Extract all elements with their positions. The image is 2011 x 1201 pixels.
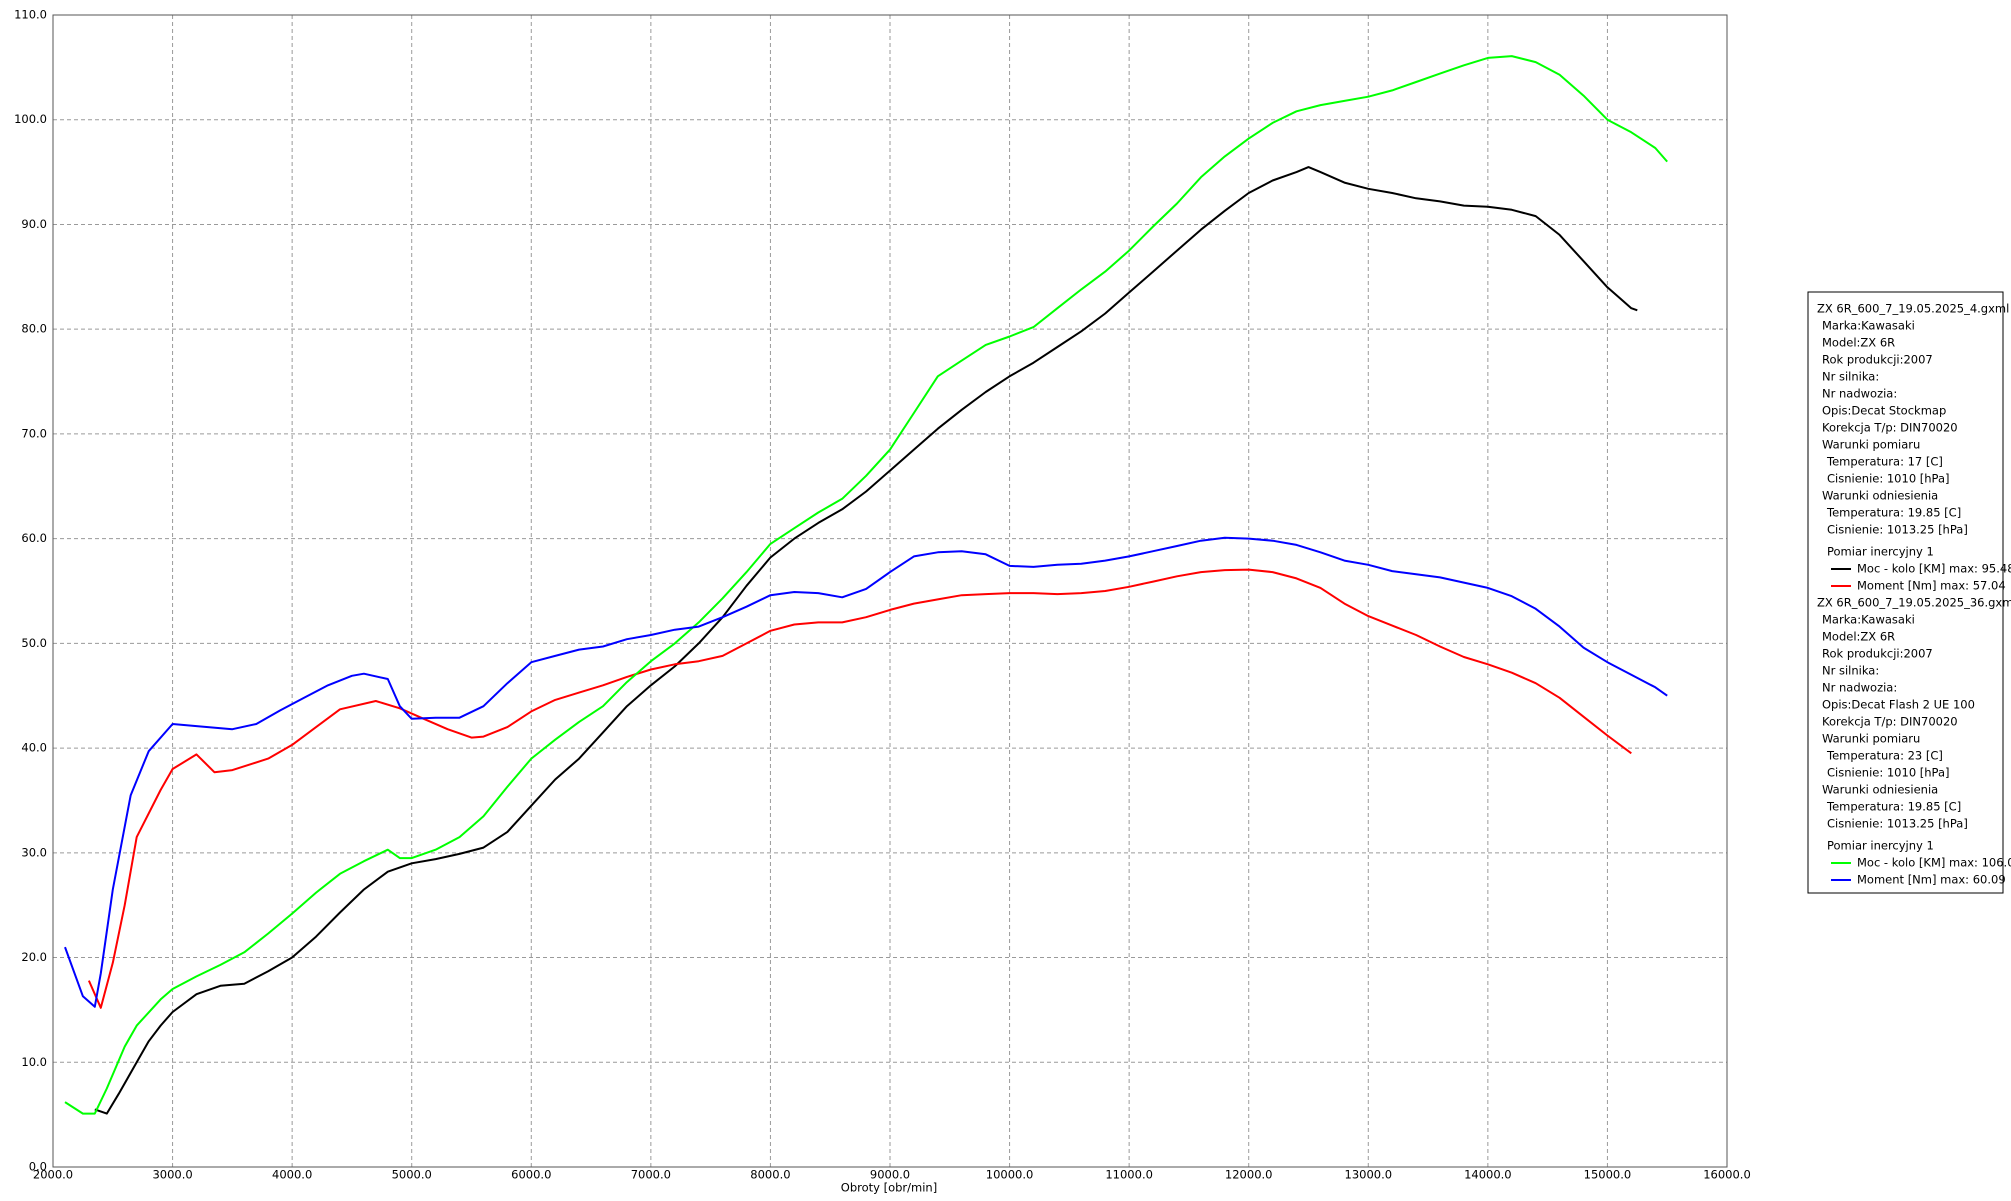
y-tick-label: 110.0 (14, 8, 47, 22)
x-tick-label: 15000.0 (1584, 1168, 1632, 1182)
legend-text: Temperatura: 19.85 [C] (1826, 800, 1961, 814)
y-tick-label: 70.0 (21, 426, 47, 440)
x-tick-label: 9000.0 (870, 1168, 910, 1182)
series-line (64, 536, 1668, 1008)
legend-text: Pomiar inercyjny 1 (1827, 839, 1934, 853)
y-tick-label: 20.0 (21, 950, 47, 964)
legend-text: Cisnienie: 1010 [hPa] (1827, 766, 1950, 780)
y-tick-label: 90.0 (21, 217, 47, 231)
x-tick-label: 3000.0 (152, 1168, 192, 1182)
legend-text: Nr nadwozia: (1822, 681, 1897, 695)
y-tick-label: 40.0 (21, 741, 47, 755)
legend-text: ZX 6R_600_7_19.05.2025_36.gxml (1817, 596, 2011, 610)
y-tick-label: 10.0 (21, 1055, 47, 1069)
legend-text: Warunki odniesienia (1822, 783, 1938, 797)
legend-text: Cisnienie: 1010 [hPa] (1827, 472, 1950, 486)
legend-text: Marka:Kawasaki (1822, 613, 1915, 627)
legend-text: Nr silnika: (1822, 664, 1879, 678)
legend-text: Model:ZX 6R (1822, 336, 1895, 350)
legend-text: Korekcja T/p: DIN70020 (1822, 715, 1958, 729)
legend-text: Temperatura: 23 [C] (1826, 749, 1943, 763)
y-tick-label: 100.0 (14, 112, 47, 126)
legend-entry: Moc - kolo [KM] max: 95.48 (1857, 562, 2011, 576)
plot-border (52, 14, 1728, 1168)
legend-text: ZX 6R_600_7_19.05.2025_4.gxml (1817, 302, 2009, 316)
y-tick-label: 80.0 (21, 322, 47, 336)
x-tick-label: 12000.0 (1225, 1168, 1273, 1182)
x-tick-label: 10000.0 (986, 1168, 1034, 1182)
x-tick-label: 14000.0 (1464, 1168, 1512, 1182)
y-tick-label: 0.0 (29, 1160, 47, 1174)
x-tick-label: 11000.0 (1105, 1168, 1153, 1182)
legend-text: Nr silnika: (1822, 370, 1879, 384)
x-tick-label: 13000.0 (1345, 1168, 1393, 1182)
x-tick-label: 4000.0 (272, 1168, 312, 1182)
legend-text: Rok produkcji:2007 (1822, 647, 1933, 661)
series-line (64, 55, 1668, 1115)
x-tick-label: 16000.0 (1703, 1168, 1751, 1182)
legend-text: Opis:Decat Flash 2 UE 100 (1822, 698, 1975, 712)
x-tick-label: 5000.0 (392, 1168, 432, 1182)
legend-entry: Moment [Nm] max: 60.09 (1857, 873, 2006, 887)
y-tick-label: 50.0 (21, 636, 47, 650)
series-line (94, 166, 1638, 1115)
legend-text: Marka:Kawasaki (1822, 319, 1915, 333)
legend-text: Nr nadwozia: (1822, 387, 1897, 401)
y-tick-label: 30.0 (21, 845, 47, 859)
legend-text: Korekcja T/p: DIN70020 (1822, 421, 1958, 435)
legend-text: Model:ZX 6R (1822, 630, 1895, 644)
x-tick-label: 7000.0 (631, 1168, 671, 1182)
legend-text: Warunki pomiaru (1822, 732, 1920, 746)
series-line (87, 568, 1632, 1009)
legend-box (1807, 291, 2004, 894)
legend-entry: Moment [Nm] max: 57.04 (1857, 579, 2006, 593)
x-tick-label: 2000.0 (33, 1168, 73, 1182)
legend-text: Pomiar inercyjny 1 (1827, 545, 1934, 559)
y-tick-label: 60.0 (21, 531, 47, 545)
legend-text: Warunki odniesienia (1822, 489, 1938, 503)
legend-text: Temperatura: 17 [C] (1826, 455, 1943, 469)
legend-text: Opis:Decat Stockmap (1822, 404, 1946, 418)
legend-text: Cisnienie: 1013.25 [hPa] (1827, 523, 1968, 537)
x-tick-label: 6000.0 (511, 1168, 551, 1182)
legend-text: Temperatura: 19.85 [C] (1826, 506, 1961, 520)
legend-text: Warunki pomiaru (1822, 438, 1920, 452)
legend-text: Cisnienie: 1013.25 [hPa] (1827, 817, 1968, 831)
x-axis-label: Obroty [obr/min] (841, 1181, 937, 1195)
legend-text: Rok produkcji:2007 (1822, 353, 1933, 367)
x-tick-label: 8000.0 (750, 1168, 790, 1182)
legend-entry: Moc - kolo [KM] max: 106.08 (1857, 856, 2011, 870)
